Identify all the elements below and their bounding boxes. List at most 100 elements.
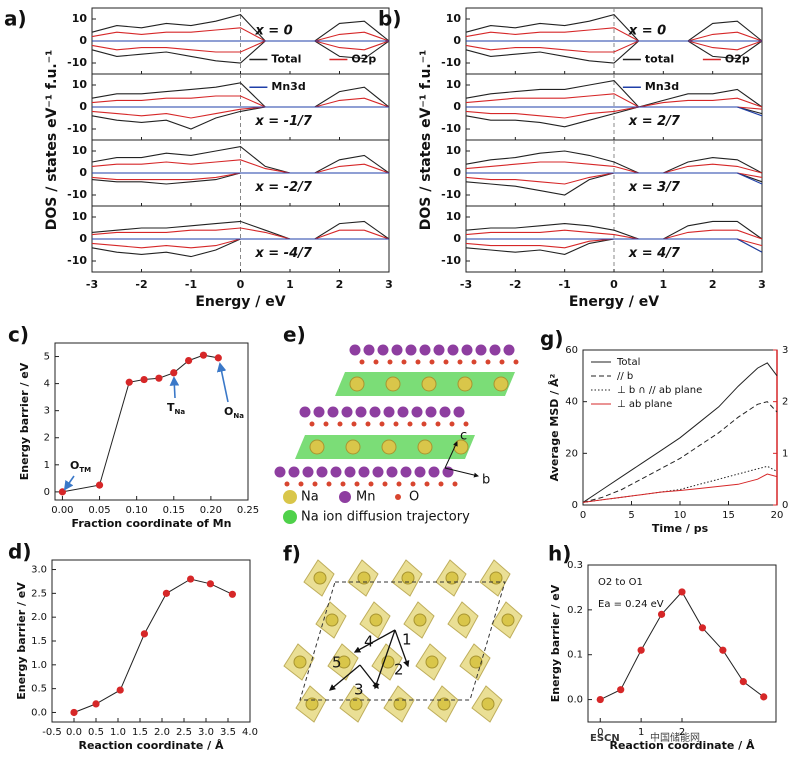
data-point (185, 356, 193, 365)
legend-label: Mn (356, 490, 375, 505)
o-atom (312, 481, 318, 487)
x-tick-label: -1 (185, 278, 197, 291)
legend-label: Total (271, 52, 301, 65)
legend-label: ⊥ b ∩ // ab plane (617, 385, 702, 396)
o-atom (373, 359, 379, 365)
na-atom (425, 655, 439, 669)
dos-line (465, 40, 763, 64)
y-tick-label: 10 (446, 12, 462, 25)
mn-atom (411, 406, 423, 418)
na-atom (401, 571, 415, 585)
x-tick-label: -3 (86, 278, 98, 291)
na-atom (345, 439, 361, 455)
x-tick-label: 20 (771, 510, 784, 521)
x-tick-label: 0.20 (200, 505, 222, 516)
x-tick-label: 0.05 (88, 505, 110, 516)
o-atom (323, 421, 329, 427)
o-atom (326, 481, 332, 487)
mn-atom (386, 466, 398, 478)
na-atom (413, 613, 427, 627)
o-atom (424, 481, 430, 487)
annotation: Ea = 0.24 eV (598, 599, 664, 610)
x-tick-label: 2.0 (154, 727, 170, 738)
data-point (206, 580, 214, 588)
y-tick-label: -10 (441, 254, 461, 267)
x-tick-label: -2 (509, 278, 521, 291)
mn-atom (302, 466, 314, 478)
legend-label: Na (301, 490, 319, 505)
na-atom (305, 697, 319, 711)
data-point (187, 575, 195, 583)
dos-line (91, 146, 390, 174)
watermark-brand: ESCN (590, 733, 620, 744)
path-arrow (353, 629, 396, 653)
subplot-annotation: x = 3/7 (628, 180, 681, 195)
dos-line (465, 93, 763, 108)
data-point (170, 369, 178, 377)
o-atom (382, 481, 388, 487)
annotation-text: Ea = 0.24 eV (598, 599, 664, 610)
x-tick-label: -3 (460, 278, 472, 291)
x-tick-label: 3 (385, 278, 393, 291)
legend-marker (339, 491, 351, 503)
o-atom (421, 421, 427, 427)
x-tick-label: 0.5 (88, 727, 104, 738)
y-tick-label: 10 (446, 144, 462, 157)
mn-atom (341, 406, 353, 418)
y-tick-label: -10 (67, 122, 87, 135)
mn-atom (419, 344, 431, 356)
y-tick-label: 10 (446, 78, 462, 91)
path-arrow (394, 629, 410, 668)
mn-atom (313, 406, 325, 418)
y-tick-label: 20 (565, 448, 578, 459)
dos-line (465, 161, 763, 174)
na-atom (309, 439, 325, 455)
mn-atom (400, 466, 412, 478)
na-atom (457, 613, 471, 627)
o-atom (429, 359, 435, 365)
na-atom (357, 571, 371, 585)
y-tick-label: 10 (72, 78, 88, 91)
na-atom (457, 376, 473, 392)
y-tick-label: 0.2 (567, 605, 583, 616)
data-point (596, 695, 604, 704)
y-tick-label: -10 (67, 56, 87, 69)
mn-atom (316, 466, 328, 478)
y-tick-label: 10 (72, 210, 88, 223)
na-atom (445, 571, 459, 585)
y-axis-label: Energy barrier / eV (18, 362, 31, 480)
x-tick-label: 0 (580, 510, 586, 521)
y-tick-label: 0 (79, 34, 87, 47)
y-tick-label: 2.5 (31, 588, 47, 599)
x-axis-label: Reaction coordinate / Å (79, 739, 224, 752)
mn-atom (330, 466, 342, 478)
data-point (125, 378, 133, 386)
data-point (637, 646, 645, 654)
path-label: 2 (394, 661, 404, 679)
dos-line (466, 238, 763, 253)
dos-line (91, 82, 390, 108)
annotation-arrow (63, 475, 75, 491)
x-tick-label: 1.5 (132, 727, 148, 738)
mn-atom (344, 466, 356, 478)
data-point (228, 590, 236, 598)
o-atom (396, 481, 402, 487)
mn-atom (355, 406, 367, 418)
x-tick-label: 10 (674, 510, 687, 521)
na-atom (481, 697, 495, 711)
o-atom (351, 421, 357, 427)
y-tick-label: 1.0 (31, 660, 47, 671)
o-atom (354, 481, 360, 487)
subplot-annotation: x = -1/7 (254, 114, 313, 129)
data-point (214, 354, 222, 362)
y-tick-label: 5 (44, 352, 50, 363)
y-axis-label: DOS / states eV⁻¹ f.u.⁻¹ (44, 50, 60, 231)
subplot-annotation: x = -4/7 (254, 246, 313, 261)
na-atom (313, 571, 327, 585)
o-atom (435, 421, 441, 427)
na-atom (489, 571, 503, 585)
mn-atom (299, 406, 311, 418)
y-tick-label: 0 (453, 34, 461, 47)
annotation: OTM (70, 459, 91, 474)
na-atom (381, 439, 397, 455)
